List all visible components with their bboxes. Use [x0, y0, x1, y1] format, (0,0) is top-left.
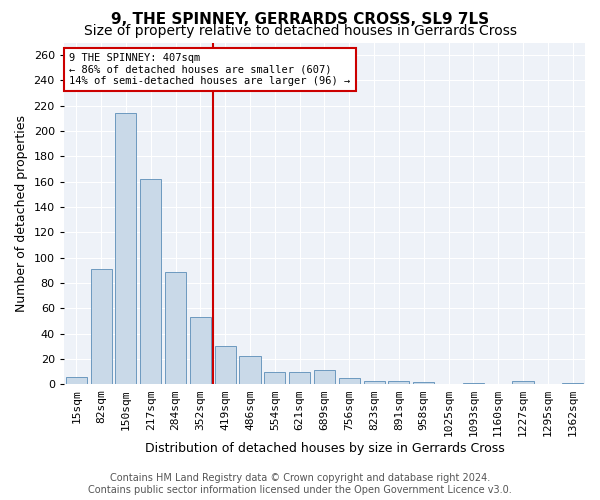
Bar [364, 380, 385, 384]
Bar [239, 356, 260, 384]
Bar [115, 114, 136, 384]
Bar [165, 272, 186, 384]
Bar [338, 378, 360, 384]
Bar [65, 376, 87, 384]
Text: 9 THE SPINNEY: 407sqm
← 86% of detached houses are smaller (607)
14% of semi-det: 9 THE SPINNEY: 407sqm ← 86% of detached … [69, 53, 350, 86]
Bar [314, 370, 335, 384]
Text: Contains HM Land Registry data © Crown copyright and database right 2024.
Contai: Contains HM Land Registry data © Crown c… [88, 474, 512, 495]
Y-axis label: Number of detached properties: Number of detached properties [15, 115, 28, 312]
Text: 9, THE SPINNEY, GERRARDS CROSS, SL9 7LS: 9, THE SPINNEY, GERRARDS CROSS, SL9 7LS [111, 12, 489, 28]
Bar [512, 380, 533, 384]
Bar [388, 380, 409, 384]
Text: Size of property relative to detached houses in Gerrards Cross: Size of property relative to detached ho… [83, 24, 517, 38]
Bar [413, 382, 434, 384]
X-axis label: Distribution of detached houses by size in Gerrards Cross: Distribution of detached houses by size … [145, 442, 504, 455]
Bar [264, 372, 286, 384]
Bar [289, 372, 310, 384]
Bar [562, 383, 583, 384]
Bar [91, 269, 112, 384]
Bar [140, 179, 161, 384]
Bar [463, 383, 484, 384]
Bar [190, 317, 211, 384]
Bar [215, 346, 236, 385]
